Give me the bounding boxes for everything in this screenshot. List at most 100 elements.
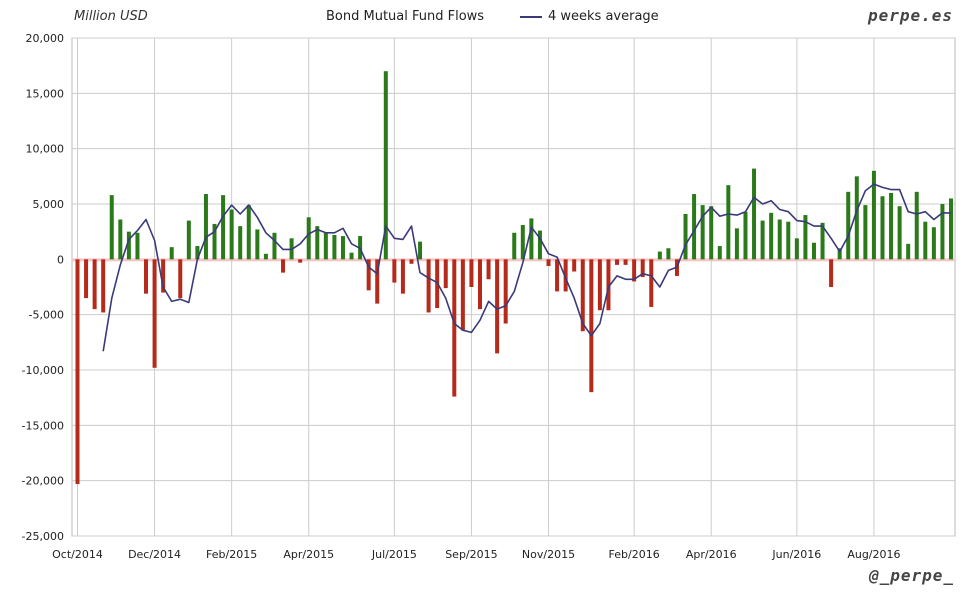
flow-bar [169, 247, 174, 260]
flow-bar [238, 226, 243, 260]
flow-bar [889, 192, 894, 260]
flow-bar [392, 259, 397, 283]
flow-bar [152, 259, 157, 368]
flow-bar [229, 209, 234, 260]
flow-bar [717, 246, 722, 260]
plot-area [71, 37, 956, 537]
flow-bar [495, 259, 500, 354]
x-tick-label: Feb/2015 [206, 548, 257, 561]
flow-bar [144, 259, 149, 294]
y-tick-label: 5,000 [33, 198, 65, 211]
flow-bar [863, 205, 868, 260]
legend: 4 weeks average [520, 9, 659, 24]
legend-label: 4 weeks average [548, 9, 659, 24]
flow-bar [709, 206, 714, 260]
flow-bar [829, 259, 834, 287]
flow-bar [649, 259, 654, 307]
legend-line-swatch [520, 15, 542, 18]
flow-bar [469, 259, 474, 287]
flow-bar [529, 218, 534, 260]
flow-bar [734, 228, 739, 260]
flow-bar [477, 259, 482, 310]
flow-bar [366, 259, 371, 291]
y-tick-label: -15,000 [22, 419, 64, 432]
flow-bar [452, 259, 457, 397]
x-tick-label: Aug/2016 [847, 548, 900, 561]
flow-bar [923, 221, 928, 260]
flow-bar [846, 191, 851, 260]
flow-bar [906, 243, 911, 260]
author-handle: @_perpe_ [868, 566, 954, 585]
flow-bar [794, 238, 799, 260]
y-tick-label: 15,000 [26, 87, 65, 100]
flow-bar [897, 206, 902, 260]
flow-bar [606, 259, 611, 311]
zero-band [72, 258, 955, 262]
flow-bar [931, 227, 936, 260]
flow-bar [692, 194, 697, 260]
flow-bar [460, 259, 465, 331]
flow-bar [940, 204, 945, 260]
flow-bar [443, 259, 448, 289]
flow-bar [512, 232, 517, 260]
flow-bar [949, 198, 953, 260]
flow-bar [520, 225, 525, 260]
x-tick-label: Dec/2014 [128, 548, 181, 561]
flow-bar [212, 223, 217, 260]
y-tick-label: -25,000 [22, 530, 64, 543]
flow-bar [752, 168, 757, 260]
flow-bar [186, 220, 191, 260]
flow-bar [486, 259, 491, 280]
flow-bar [178, 259, 183, 299]
x-tick-label: Apr/2016 [686, 548, 737, 561]
flow-bar [161, 259, 166, 293]
flow-bar [195, 246, 200, 260]
flow-bar [777, 219, 782, 260]
flow-bar [426, 259, 431, 313]
x-tick-label: Apr/2015 [283, 548, 334, 561]
flow-bar [272, 232, 277, 260]
flow-bar [760, 220, 765, 260]
flow-bar [375, 259, 380, 304]
x-tick-label: Oct/2014 [52, 548, 103, 561]
flow-bar [101, 259, 106, 313]
flow-bar [255, 229, 260, 260]
y-unit-label: Million USD [74, 9, 148, 24]
flow-bar [743, 211, 748, 260]
flow-bar [786, 221, 791, 260]
flow-bar [871, 170, 876, 260]
flow-bar [803, 215, 808, 260]
y-tick-label: -10,000 [22, 364, 64, 377]
y-tick-label: 10,000 [26, 143, 65, 156]
flow-bar [615, 259, 620, 265]
flow-bar [92, 259, 97, 310]
flow-bar [203, 194, 208, 260]
flow-bar [118, 219, 123, 260]
flow-bar [726, 185, 731, 260]
flow-bar [563, 259, 568, 292]
flow-bar [418, 241, 423, 260]
chart-title: Bond Mutual Fund Flows [326, 9, 485, 24]
flow-bar [340, 236, 345, 260]
x-tick-label: Nov/2015 [522, 548, 575, 561]
flow-bar [503, 259, 508, 324]
flow-bar [854, 176, 859, 260]
x-tick-label: Jun/2016 [771, 548, 821, 561]
flow-bar [75, 259, 80, 484]
flow-bar [126, 231, 131, 260]
flow-bar [84, 259, 89, 299]
y-tick-label: 0 [57, 253, 64, 266]
y-tick-label: -20,000 [22, 475, 64, 488]
flow-bar [700, 205, 705, 260]
flow-bar [597, 259, 602, 311]
x-tick-label: Sep/2015 [445, 548, 497, 561]
flow-bar [281, 259, 286, 273]
flow-bar [657, 251, 662, 260]
flow-bar [246, 205, 251, 260]
flow-bar [572, 259, 577, 272]
x-tick-label: Jul/2015 [371, 548, 417, 561]
x-tick-label: Feb/2016 [609, 548, 660, 561]
flow-bar [332, 234, 337, 260]
flow-bar [323, 232, 328, 260]
